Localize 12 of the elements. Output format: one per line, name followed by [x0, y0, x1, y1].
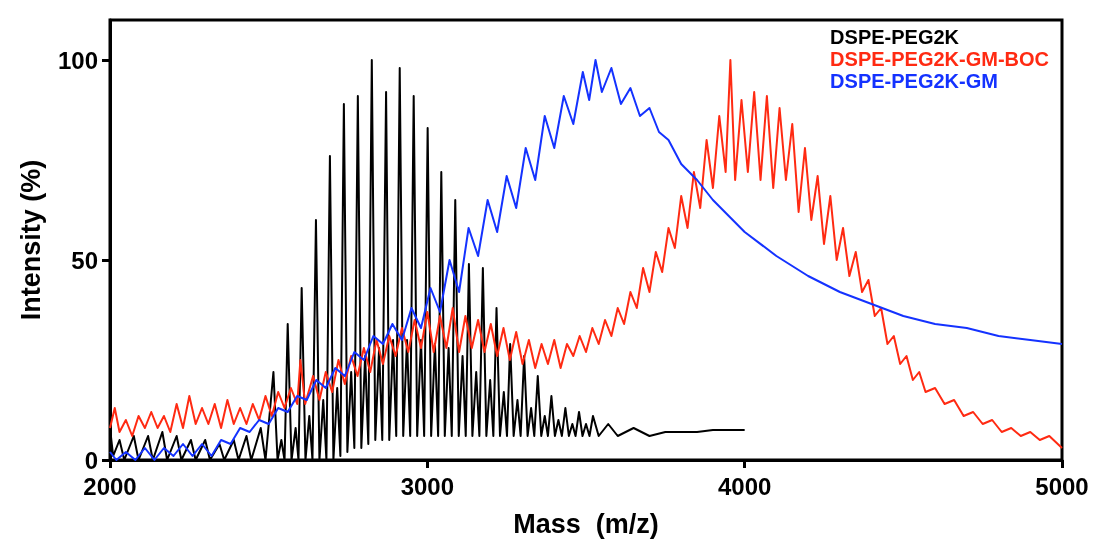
x-tick-label: 2000: [83, 472, 137, 500]
text: DSPE-PEG2K: [830, 26, 960, 48]
y-tick-label: 50: [71, 246, 98, 274]
x-tick-label: 3000: [400, 472, 455, 500]
text: DSPE-PEG2K-GM-BOC: [830, 48, 1049, 70]
x-axis-title: Mass (m/z): [513, 508, 659, 539]
x-tick-label: 5000: [1035, 472, 1089, 500]
text: DSPE-PEG2K-GM: [830, 70, 998, 92]
y-tick-label: 0: [84, 446, 98, 474]
y-tick-label: 100: [57, 46, 98, 74]
y-axis-title: Intensity (%): [15, 159, 46, 321]
x-tick-label: 4000: [717, 472, 772, 500]
